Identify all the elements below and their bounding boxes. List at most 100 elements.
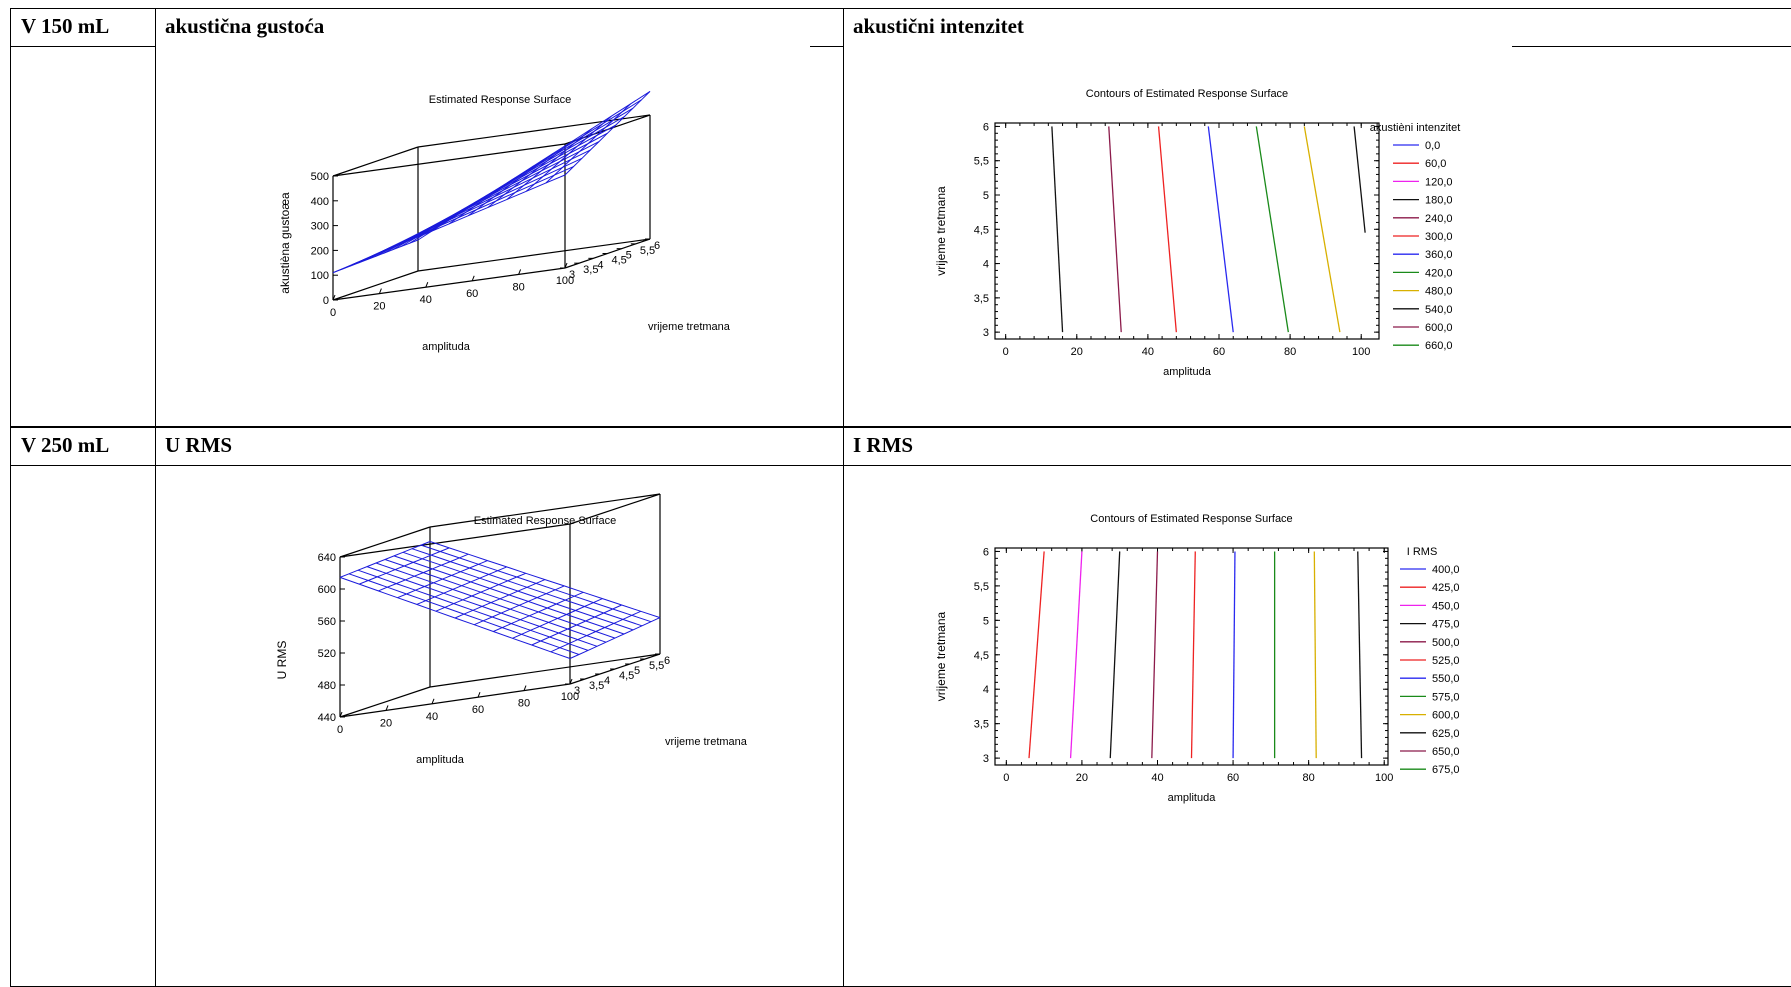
x-tick-label: 80: [1284, 346, 1296, 358]
surface-mesh-line: [525, 115, 612, 192]
x-tick: [523, 685, 527, 691]
y-tick-label: 4,5: [612, 255, 627, 267]
legend-label: 425,0: [1432, 582, 1460, 594]
surface-mesh-line: [564, 91, 651, 176]
row-divider-1a: [10, 46, 156, 47]
x-tick: [564, 262, 568, 269]
row-divider-1b: [810, 46, 844, 47]
y-tick-label: 6: [983, 546, 989, 558]
column-divider-2: [843, 8, 844, 987]
z-axis-label: U RMS: [275, 641, 289, 680]
box-edge: [339, 686, 431, 718]
z-axis-label: akustièna gustoæa: [278, 192, 292, 294]
legend-label: 420,0: [1425, 267, 1453, 279]
x-tick-label: 0: [337, 724, 343, 736]
contour-line: [1255, 126, 1289, 333]
x-tick-label: 60: [466, 288, 478, 300]
x-tick-label: 40: [426, 711, 438, 723]
x-axis-label: amplituda: [422, 341, 471, 353]
z-tick-label: 100: [311, 270, 329, 282]
x-tick: [385, 705, 389, 711]
contour-line: [1069, 551, 1083, 759]
row2-col1-header: U RMS: [165, 433, 233, 457]
box-edge: [339, 683, 571, 718]
x-tick: [332, 294, 336, 301]
legend-label: 675,0: [1432, 764, 1460, 776]
legend-label: 600,0: [1425, 322, 1453, 334]
row1-col1-header: akustična gustoća: [165, 14, 325, 38]
surface-mesh-line: [493, 591, 584, 632]
surface-mesh-line: [332, 239, 419, 274]
z-tick-label: 500: [311, 171, 329, 183]
x-axis-label: amplituda: [416, 754, 465, 766]
surface-mesh-line: [454, 579, 546, 619]
y-tick-label: 5,5: [974, 581, 989, 593]
plot-frame: [994, 547, 1389, 766]
surface-mesh-line: [550, 610, 642, 653]
contour-line: [1157, 126, 1177, 333]
y-tick-label: 3,5: [974, 293, 989, 305]
chart-title: Contours of Estimated Response Surface: [1090, 513, 1292, 525]
legend-label: 575,0: [1432, 691, 1460, 703]
row1-label: V 150 mL: [21, 14, 110, 38]
y-tick-label: 3: [983, 753, 989, 765]
chart-title: Contours of Estimated Response Surface: [1086, 88, 1288, 100]
y-tick-label: 3,5: [589, 680, 604, 692]
legend-label: 180,0: [1425, 195, 1453, 207]
box-edge: [332, 143, 566, 177]
surface-mesh-line: [429, 177, 515, 233]
legend-label: 525,0: [1432, 655, 1460, 667]
y-tick-label: 5: [634, 665, 640, 677]
x-tick-label: 40: [1151, 772, 1163, 784]
contour-line: [1190, 551, 1196, 759]
row-divider-1c: [1512, 46, 1791, 47]
box-edge: [339, 526, 431, 558]
y-tick-label: 4,5: [974, 224, 989, 236]
y-tick-label: 4: [983, 259, 989, 271]
legend-label: 540,0: [1425, 304, 1453, 316]
surface-mesh-line: [487, 140, 574, 208]
x-tick-label: 40: [1142, 346, 1154, 358]
contour-line: [1207, 126, 1234, 333]
x-tick: [378, 288, 382, 294]
legend-label: 650,0: [1432, 746, 1460, 758]
surface-mesh-line: [339, 541, 431, 578]
x-tick-label: 100: [561, 691, 579, 703]
y-tick-label: 5: [983, 190, 989, 202]
legend-label: 475,0: [1432, 619, 1460, 631]
y-tick-label: 3: [574, 685, 580, 697]
surface-mesh-line: [468, 152, 554, 217]
contour-line: [1313, 551, 1317, 759]
legend-label: 600,0: [1432, 710, 1460, 722]
x-tick-label: 80: [1303, 772, 1315, 784]
y-tick-label: 5: [983, 615, 989, 627]
x-tick: [477, 692, 481, 698]
x-axis-label: amplituda: [1163, 366, 1212, 378]
surface-mesh-line: [512, 598, 603, 639]
x-tick: [471, 275, 475, 281]
surface-mesh-line: [378, 553, 469, 592]
column-divider-1: [155, 8, 156, 987]
legend-label: 550,0: [1432, 673, 1460, 685]
y-tick-label: 6: [983, 121, 989, 133]
surface-mesh-line: [474, 585, 565, 626]
y-tick-label: 4,5: [619, 670, 634, 682]
y-tick-label: 5,5: [640, 245, 655, 257]
legend-label: 480,0: [1425, 286, 1453, 298]
box-edge: [417, 114, 651, 148]
contour-line: [1357, 551, 1363, 759]
x-axis-label: amplituda: [1168, 792, 1217, 804]
x-tick: [425, 282, 429, 288]
box-edge: [332, 146, 419, 177]
y-tick-label: 5,5: [649, 660, 664, 672]
chart-title: Estimated Response Surface: [474, 515, 616, 527]
z-tick-label: 300: [311, 221, 329, 233]
z-tick-label: 0: [323, 295, 329, 307]
y-axis-label: vrijeme tretmana: [934, 186, 948, 276]
z-tick-label: 520: [318, 648, 336, 660]
surface-mesh-line: [410, 190, 496, 241]
y-tick-label: 3: [569, 269, 575, 281]
